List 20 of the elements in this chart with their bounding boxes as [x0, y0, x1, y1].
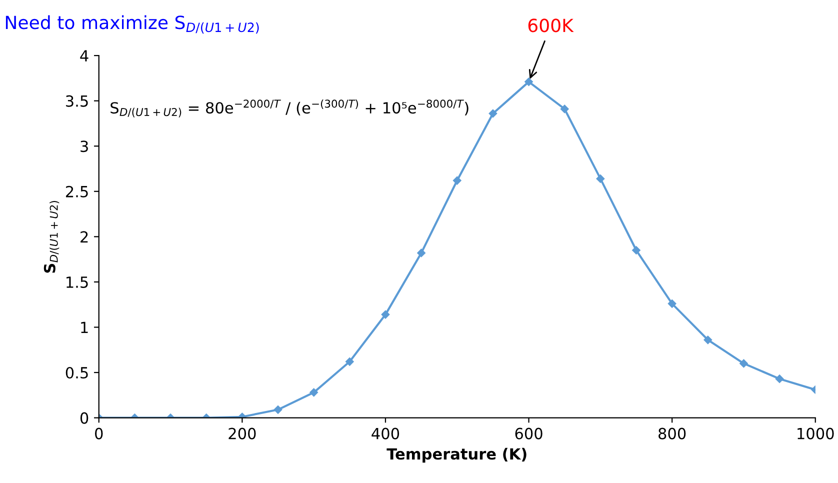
- y-tick-label: 3: [80, 140, 88, 152]
- x-tick-label: 400: [372, 428, 400, 440]
- y-tick-label: 3.5: [66, 95, 88, 107]
- chart-title: Need to maximize S$_{D/(U1+U2)}$: [6, 15, 259, 34]
- x-tick-label: 1000: [798, 428, 834, 440]
- x-tick-label: 600: [515, 428, 542, 440]
- y-tick-label: 0: [80, 412, 88, 424]
- y-tick-label: 2.5: [66, 186, 88, 198]
- x-axis-title: Temperature (K): [386, 448, 526, 463]
- y-tick-label: 4: [80, 50, 88, 62]
- text: S$_{D/(U1+U2)}$ = 80e$^{−2000/T}$ / (e$^{−(300/T)}$ + 10⁵e$^{−8000/T}$): [110, 99, 468, 118]
- y-tick-label: 1: [81, 322, 88, 334]
- y-tick-label: 0.5: [66, 366, 88, 379]
- y-tick-label: 2: [80, 231, 88, 242]
- x-tick-label: 200: [228, 428, 256, 440]
- y-axis-title: S$_{D/(U1+U2)}$: [44, 200, 60, 273]
- x-tick-label: 800: [658, 428, 686, 440]
- y-tick-label: 1.5: [66, 276, 88, 288]
- annotation: 600K: [528, 18, 574, 32]
- x-tick-label: 0: [95, 428, 103, 440]
